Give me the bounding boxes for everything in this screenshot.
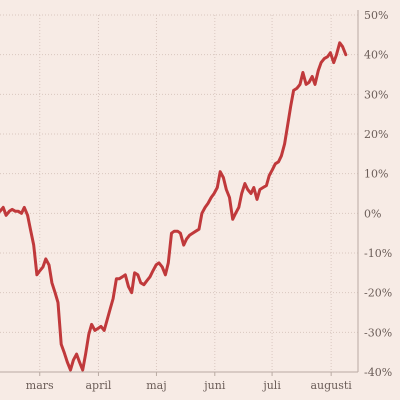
y-tick-label: 10%	[364, 168, 388, 181]
y-tick-label: 0%	[364, 207, 381, 220]
y-tick-label: 30%	[364, 88, 388, 101]
series-line	[0, 41, 348, 372]
y-tick-label: -40%	[364, 366, 392, 379]
x-tick-label: juli	[261, 379, 281, 392]
y-tick-label: 50%	[364, 9, 388, 22]
x-tick-label: mars	[26, 379, 54, 392]
x-tick-label: april	[85, 379, 111, 392]
y-tick-label: 40%	[364, 49, 388, 62]
x-tick-label: maj	[146, 379, 166, 392]
y-tick-label: -20%	[364, 287, 392, 300]
y-tick-label: 20%	[364, 128, 388, 141]
x-tick-label: juni	[202, 379, 226, 392]
y-tick-label: -10%	[364, 247, 392, 260]
x-tick-label: augusti	[310, 379, 352, 392]
y-tick-label: -30%	[364, 326, 392, 339]
